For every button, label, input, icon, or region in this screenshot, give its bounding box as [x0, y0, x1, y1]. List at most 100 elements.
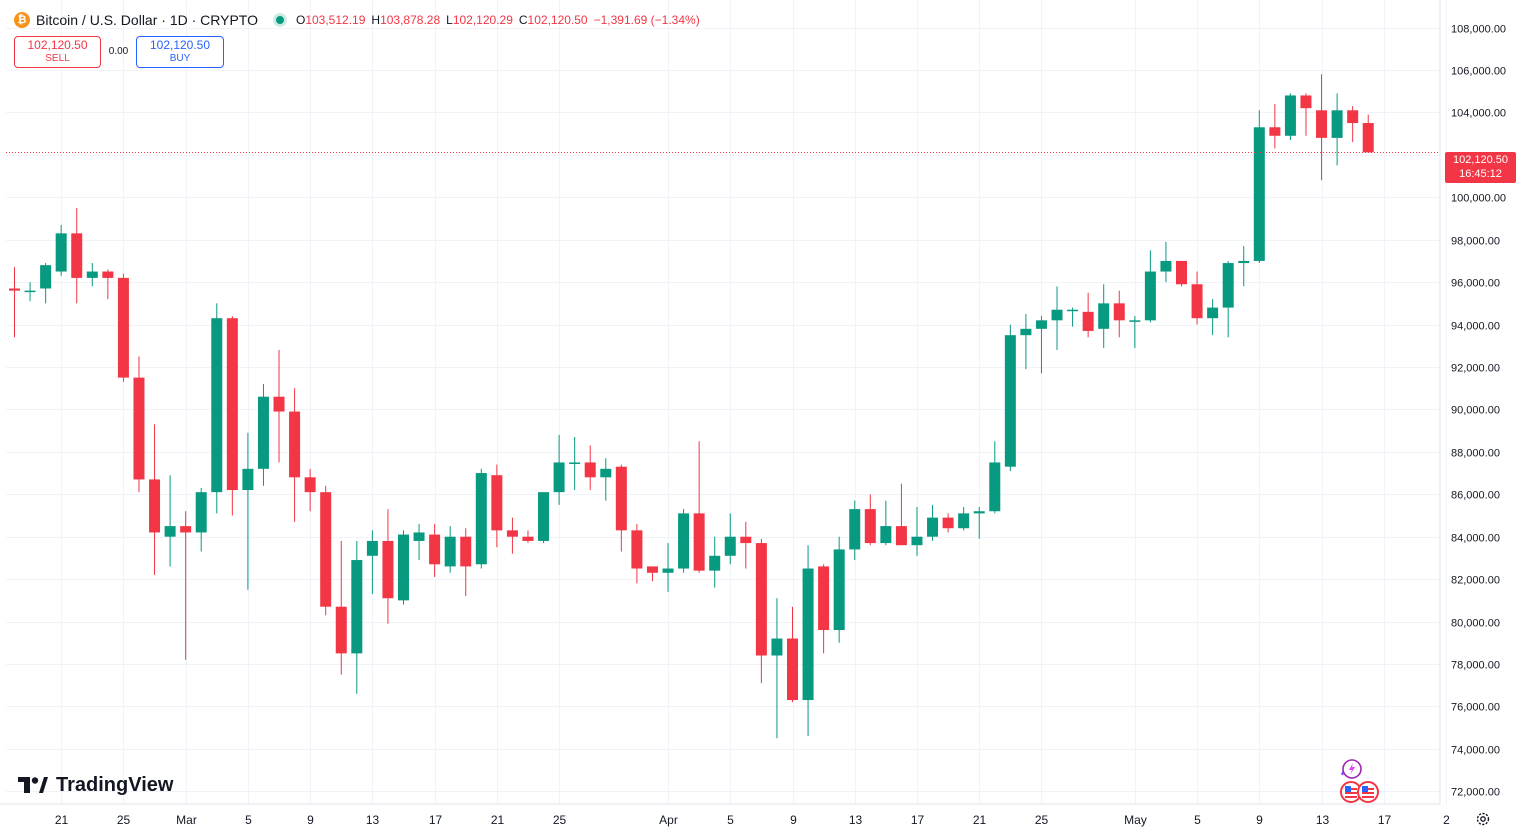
tradingview-logo[interactable]: TradingView — [18, 772, 173, 798]
candle-up[interactable] — [1284, 93, 1296, 141]
candle-up[interactable] — [973, 507, 985, 539]
candle-up[interactable] — [989, 441, 1001, 514]
candle-down[interactable] — [631, 523, 643, 584]
candle-up[interactable] — [911, 507, 923, 556]
candle-up[interactable] — [1222, 260, 1234, 338]
time-axis[interactable]: 21 25 Mar 5 9 13 17 21 25 Apr 5 9 13 17 21 25 May 5 9 13 17 2 — [0, 803, 1450, 827]
candle-down[interactable] — [1316, 74, 1328, 181]
candle-up[interactable] — [662, 543, 674, 592]
candle-up[interactable] — [1160, 241, 1172, 283]
candle-up[interactable] — [569, 437, 581, 491]
candle-down[interactable] — [1362, 114, 1374, 153]
candle-up[interactable] — [1004, 324, 1016, 471]
gear-icon[interactable] — [1475, 811, 1491, 827]
candle-up[interactable] — [958, 507, 970, 531]
candle-up[interactable] — [475, 468, 487, 569]
candle-up[interactable] — [880, 500, 892, 546]
candle-up[interactable] — [1129, 316, 1141, 348]
candle-down[interactable] — [460, 528, 472, 597]
candle-down[interactable] — [787, 606, 798, 703]
candle-down[interactable] — [1082, 292, 1094, 338]
candle-up[interactable] — [242, 432, 254, 590]
candle-down[interactable] — [117, 273, 129, 382]
candle-down[interactable] — [429, 523, 441, 578]
candle-up[interactable] — [1067, 307, 1079, 327]
candle-up[interactable] — [1051, 286, 1063, 351]
candle-down[interactable] — [895, 483, 907, 546]
close-label: C — [518, 13, 528, 27]
candle-up[interactable] — [195, 487, 207, 552]
buy-button[interactable]: 102,120.50 BUY — [136, 36, 224, 68]
candle-down[interactable] — [1300, 93, 1312, 136]
price-axis[interactable]: 72,000.00 74,000.00 76,000.00 78,000.00 80,0… — [1439, 0, 1506, 804]
candle-up[interactable] — [1144, 250, 1156, 323]
candle-down[interactable] — [149, 424, 161, 575]
candle-up[interactable] — [257, 383, 269, 486]
candle-up[interactable] — [1253, 110, 1265, 264]
candle-down[interactable] — [102, 269, 114, 300]
candle-up[interactable] — [55, 224, 67, 276]
candle-up[interactable] — [413, 523, 425, 561]
symbol-title[interactable]: Bitcoin / U.S. Dollar · 1D · CRYPTO — [36, 12, 258, 28]
candle-up[interactable] — [86, 263, 98, 287]
candle-up[interactable] — [600, 458, 612, 501]
candle-down[interactable] — [226, 316, 238, 516]
candle-down[interactable] — [693, 441, 705, 573]
candle-down[interactable] — [335, 540, 347, 675]
candle-up[interactable] — [724, 513, 736, 565]
candle-up[interactable] — [802, 545, 814, 737]
candle-up[interactable] — [1238, 246, 1250, 287]
candle-up[interactable] — [1035, 316, 1047, 374]
candle-up[interactable] — [40, 263, 52, 304]
candle-up[interactable] — [927, 504, 939, 541]
candle-up[interactable] — [1020, 313, 1032, 370]
candle-up[interactable] — [678, 509, 690, 573]
candle-down[interactable] — [1269, 103, 1281, 149]
candle-down[interactable] — [942, 513, 954, 533]
candle-down[interactable] — [740, 521, 752, 569]
candle-down[interactable] — [320, 485, 332, 616]
sell-button[interactable]: 102,120.50 SELL — [14, 36, 101, 68]
candle-up[interactable] — [366, 530, 378, 594]
candle-up[interactable] — [833, 536, 845, 643]
candle-down[interactable] — [864, 494, 876, 546]
candle-down[interactable] — [304, 468, 316, 512]
candle-down[interactable] — [522, 530, 534, 544]
candle-up[interactable] — [709, 536, 721, 588]
candle-up[interactable] — [351, 540, 363, 694]
candle-down[interactable] — [818, 564, 830, 654]
candle-down[interactable] — [506, 517, 518, 554]
candle-up[interactable] — [398, 530, 409, 605]
candle-up[interactable] — [164, 475, 176, 567]
candle-up[interactable] — [553, 434, 565, 505]
candle-up[interactable] — [211, 303, 223, 514]
candle-up[interactable] — [771, 598, 783, 739]
candle-down[interactable] — [273, 350, 285, 463]
candle-down[interactable] — [584, 445, 596, 491]
candle-down[interactable] — [755, 538, 767, 684]
candle-up[interactable] — [1098, 284, 1110, 348]
candle-down[interactable] — [9, 267, 20, 338]
candle-down[interactable] — [1347, 106, 1359, 143]
candle-up[interactable] — [538, 492, 550, 544]
candle-up[interactable] — [849, 500, 861, 561]
candle-down[interactable] — [646, 566, 658, 582]
candle-down[interactable] — [180, 511, 192, 660]
candle-up[interactable] — [444, 526, 456, 573]
candle-down[interactable] — [1176, 260, 1187, 287]
candle-up[interactable] — [1331, 93, 1343, 166]
candle-down[interactable] — [1191, 271, 1203, 325]
candle-up[interactable] — [1207, 299, 1219, 336]
candle-down[interactable] — [1113, 290, 1125, 338]
candle-down[interactable] — [382, 509, 394, 624]
candle-down[interactable] — [491, 464, 503, 548]
lightning-icon[interactable] — [1338, 758, 1364, 780]
candle-down[interactable] — [615, 464, 627, 552]
candle-down[interactable] — [289, 388, 301, 522]
candle-down[interactable] — [71, 207, 83, 304]
candle-up[interactable] — [24, 282, 36, 302]
us-flag-events-icon[interactable] — [1340, 780, 1382, 804]
close-value: 102,120.50 — [527, 13, 588, 27]
candle-down[interactable] — [133, 356, 145, 493]
